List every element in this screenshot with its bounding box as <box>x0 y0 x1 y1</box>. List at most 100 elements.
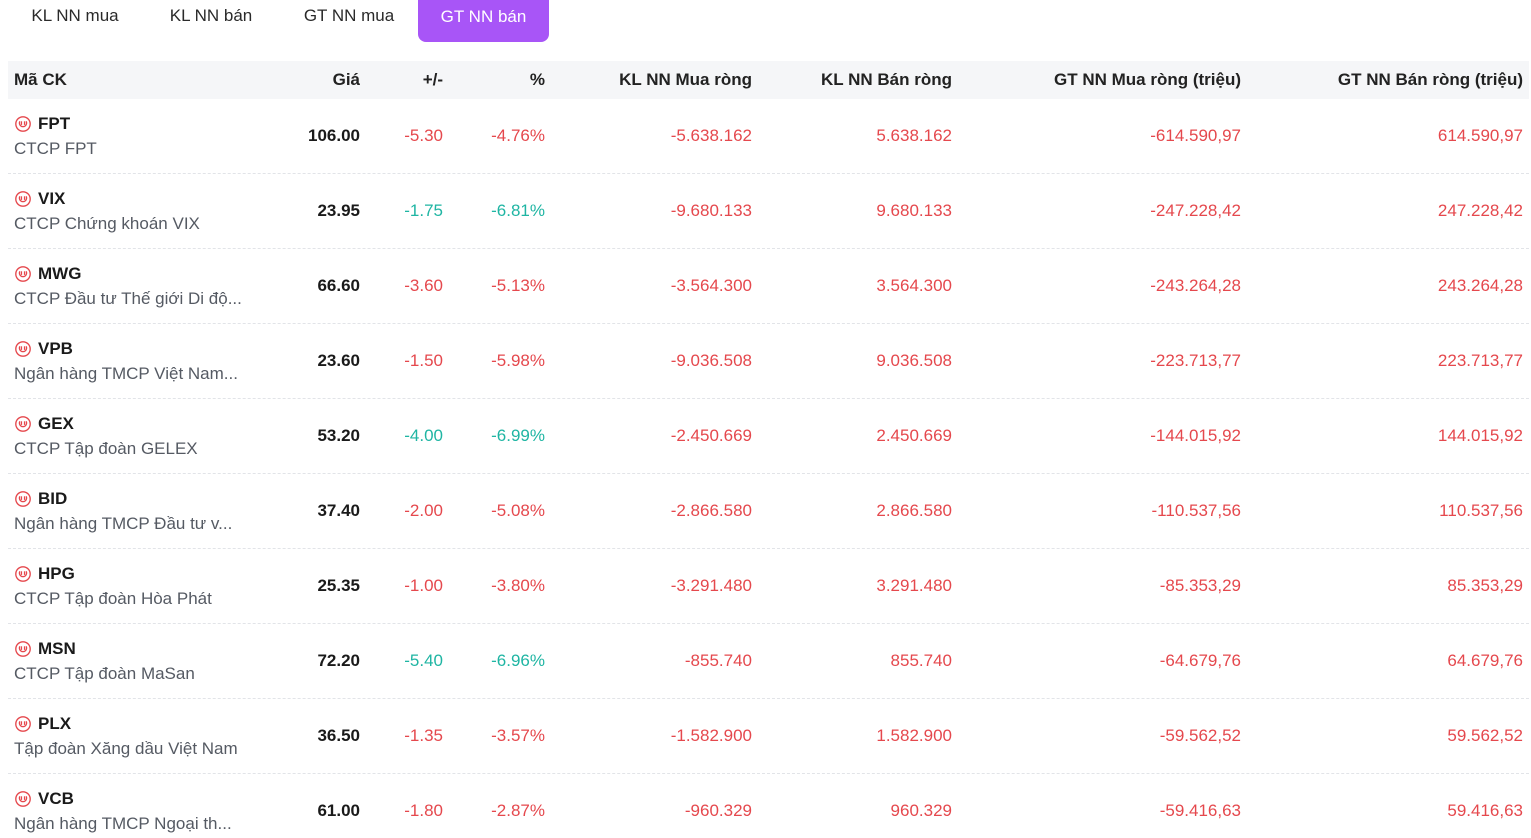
change-cell: -2.00 <box>404 501 443 520</box>
gt-ban-cell: 59.416,63 <box>1447 801 1523 820</box>
ticker-symbol[interactable]: VCB <box>38 789 74 808</box>
change-cell: -4.00 <box>404 426 443 445</box>
ticker-symbol[interactable]: PLX <box>38 714 72 733</box>
gt-mua-cell: -144.015,92 <box>1150 426 1241 445</box>
hourglass-circle-icon <box>15 566 31 582</box>
tab-gt-nn-mua[interactable]: GT NN mua <box>280 0 418 40</box>
kl-mua-cell: -2.450.669 <box>670 426 752 445</box>
gt-ban-cell: 614.590,97 <box>1437 126 1523 145</box>
table-row[interactable]: PLX Tập đoàn Xăng dầu Việt Nam 36.50 -1.35 -… <box>8 699 1529 774</box>
tab-bar: KL NN mua KL NN bán GT NN mua GT NN bán <box>8 0 549 42</box>
company-name: CTCP Đầu tư Thế giới Di độ... <box>14 289 242 308</box>
gt-mua-cell: -110.537,56 <box>1151 501 1241 520</box>
change-cell: -3.60 <box>404 276 443 295</box>
table-row[interactable]: MWG CTCP Đầu tư Thế giới Di độ... 66.60 -3.… <box>8 249 1529 324</box>
company-name: CTCP Tập đoàn Hòa Phát <box>14 589 212 608</box>
gt-mua-cell: -59.562,52 <box>1159 726 1241 745</box>
code-cell: BID Ngân hàng TMCP Đầu tư v... <box>8 488 263 534</box>
kl-ban-cell: 9.680.133 <box>876 201 952 220</box>
kl-mua-cell: -9.680.133 <box>670 201 752 220</box>
kl-mua-cell: -2.866.580 <box>670 501 752 520</box>
hourglass-circle-icon <box>15 716 31 732</box>
company-name: CTCP Tập đoàn MaSan <box>14 664 195 683</box>
hourglass-circle-icon <box>15 266 31 282</box>
percent-cell: -6.81% <box>491 201 545 220</box>
table-row[interactable]: VIX CTCP Chứng khoán VIX 23.95 -1.75 -6.81% -… <box>8 174 1529 249</box>
hourglass-circle-icon <box>15 191 31 207</box>
ticker-line: FPT <box>14 113 263 135</box>
percent-cell: -6.99% <box>491 426 545 445</box>
kl-mua-cell: -3.564.300 <box>670 276 752 295</box>
ticker-symbol[interactable]: GEX <box>38 414 74 433</box>
tab-kl-nn-mua[interactable]: KL NN mua <box>8 0 142 40</box>
kl-ban-cell: 5.638.162 <box>876 126 952 145</box>
table-body: FPT CTCP FPT 106.00 -5.30 -4.76% -5.638.162 5.… <box>8 99 1529 838</box>
header-change[interactable]: +/- <box>422 70 443 89</box>
percent-cell: -6.96% <box>491 651 545 670</box>
table-row[interactable]: HPG CTCP Tập đoàn Hòa Phát 25.35 -1.00 -3.80… <box>8 549 1529 624</box>
price-cell: 37.40 <box>317 501 360 520</box>
change-cell: -1.80 <box>404 801 443 820</box>
ticker-symbol[interactable]: HPG <box>38 564 75 583</box>
gt-mua-cell: -614.590,97 <box>1150 126 1241 145</box>
ticker-symbol[interactable]: VPB <box>38 339 73 358</box>
percent-cell: -5.98% <box>491 351 545 370</box>
header-gt-mua[interactable]: GT NN Mua ròng (triệu) <box>1054 70 1241 89</box>
company-name: Ngân hàng TMCP Ngoại th... <box>14 814 232 833</box>
gt-mua-cell: -85.353,29 <box>1159 576 1241 595</box>
kl-ban-cell: 3.291.480 <box>876 576 952 595</box>
table-row[interactable]: VCB Ngân hàng TMCP Ngoại th... 61.00 -1.80 -… <box>8 774 1529 838</box>
code-cell: FPT CTCP FPT <box>8 113 263 159</box>
ticker-symbol[interactable]: MSN <box>38 639 76 658</box>
hourglass-circle-icon <box>15 116 31 132</box>
hourglass-circle-icon <box>15 341 31 357</box>
change-cell: -1.75 <box>404 201 443 220</box>
company-name: CTCP Tập đoàn GELEX <box>14 439 198 458</box>
table-row[interactable]: BID Ngân hàng TMCP Đầu tư v... 37.40 -2.00 -… <box>8 474 1529 549</box>
price-cell: 53.20 <box>317 426 360 445</box>
kl-ban-cell: 960.329 <box>890 801 952 820</box>
table-row[interactable]: GEX CTCP Tập đoàn GELEX 53.20 -4.00 -6.99% -2… <box>8 399 1529 474</box>
header-kl-ban[interactable]: KL NN Bán ròng <box>821 70 952 89</box>
ticker-line: VIX <box>14 188 263 210</box>
header-percent[interactable]: % <box>529 70 545 89</box>
kl-mua-cell: -1.582.900 <box>670 726 752 745</box>
code-cell: GEX CTCP Tập đoàn GELEX <box>8 413 263 459</box>
ticker-symbol[interactable]: FPT <box>38 114 71 133</box>
code-cell: VPB Ngân hàng TMCP Việt Nam... <box>8 338 263 384</box>
header-kl-mua[interactable]: KL NN Mua ròng <box>619 70 752 89</box>
table-row[interactable]: MSN CTCP Tập đoàn MaSan 72.20 -5.40 -6.96% -8… <box>8 624 1529 699</box>
kl-ban-cell: 855.740 <box>890 651 952 670</box>
ticker-line: VPB <box>14 338 263 360</box>
ticker-line: MWG <box>14 263 263 285</box>
kl-ban-cell: 2.450.669 <box>876 426 952 445</box>
change-cell: -5.30 <box>404 126 443 145</box>
header-gt-ban[interactable]: GT NN Bán ròng (triệu) <box>1337 70 1523 89</box>
percent-cell: -3.80% <box>491 576 545 595</box>
change-cell: -5.40 <box>404 651 443 670</box>
ticker-line: BID <box>14 488 263 510</box>
header-code[interactable]: Mã CK <box>14 70 67 89</box>
company-name: Ngân hàng TMCP Việt Nam... <box>14 364 238 383</box>
hourglass-circle-icon <box>15 416 31 432</box>
header-price[interactable]: Giá <box>332 70 360 89</box>
gt-ban-cell: 243.264,28 <box>1437 276 1523 295</box>
tab-gt-nn-ban[interactable]: GT NN bán <box>418 0 549 42</box>
price-cell: 66.60 <box>317 276 360 295</box>
price-cell: 23.95 <box>317 201 360 220</box>
kl-ban-cell: 3.564.300 <box>876 276 952 295</box>
tab-kl-nn-ban[interactable]: KL NN bán <box>142 0 280 40</box>
table-row[interactable]: FPT CTCP FPT 106.00 -5.30 -4.76% -5.638.162 5.… <box>8 99 1529 174</box>
code-cell: VCB Ngân hàng TMCP Ngoại th... <box>8 788 263 834</box>
kl-mua-cell: -5.638.162 <box>670 126 752 145</box>
code-cell: HPG CTCP Tập đoàn Hòa Phát <box>8 563 263 609</box>
price-cell: 72.20 <box>317 651 360 670</box>
ticker-line: HPG <box>14 563 263 585</box>
gt-ban-cell: 64.679,76 <box>1447 651 1523 670</box>
ticker-symbol[interactable]: MWG <box>38 264 82 283</box>
ticker-symbol[interactable]: VIX <box>38 189 66 208</box>
ticker-line: MSN <box>14 638 263 660</box>
ticker-symbol[interactable]: BID <box>38 489 68 508</box>
gt-mua-cell: -64.679,76 <box>1159 651 1241 670</box>
table-row[interactable]: VPB Ngân hàng TMCP Việt Nam... 23.60 -1.50 -… <box>8 324 1529 399</box>
